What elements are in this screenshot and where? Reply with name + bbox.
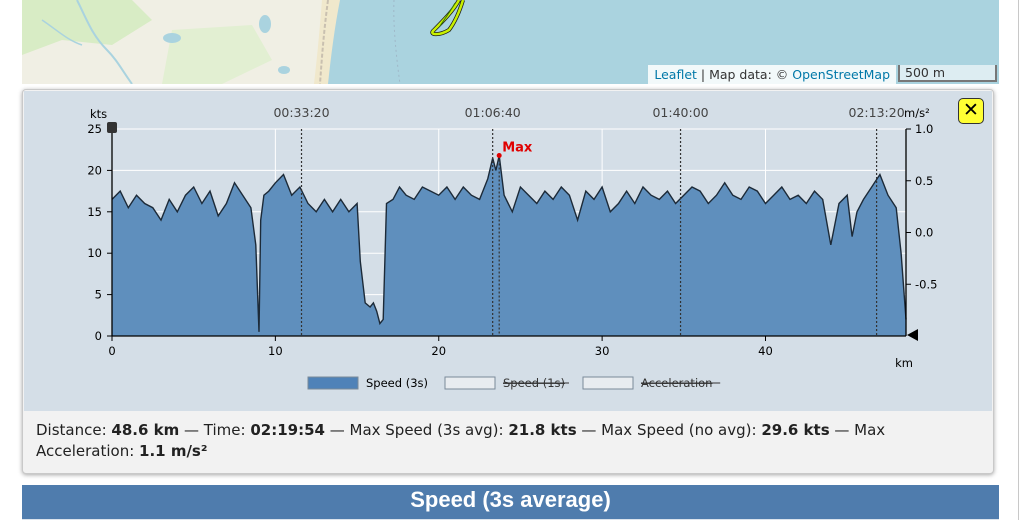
- map-pond-2: [259, 15, 271, 33]
- map-boundary: [393, 0, 401, 84]
- map-track-color: [431, 0, 465, 36]
- map-pond-3: [278, 66, 290, 74]
- max-label: Max: [502, 140, 533, 155]
- openstreetmap-link[interactable]: OpenStreetMap: [792, 67, 890, 82]
- map-road: [319, 0, 329, 84]
- speed-chart[interactable]: 00:33:20 01:06:40 01:40:00 02:13:20 Max 0 5 10 1…: [24, 91, 992, 411]
- left-axis-unit: kts: [90, 107, 107, 121]
- y2-tick-label: -0.5: [915, 277, 937, 291]
- y-tick-label: 25: [87, 122, 102, 136]
- range-handle: [107, 122, 117, 133]
- y-tick-label: 20: [87, 163, 102, 177]
- section-title: Speed (3s average): [22, 485, 999, 520]
- y2-tick-label: 0.5: [915, 174, 933, 188]
- y-tick-label: 0: [95, 329, 102, 343]
- close-button[interactable]: ✕: [958, 98, 984, 124]
- max-speed-noavg-label: — Max Speed (no avg):: [576, 421, 762, 439]
- x-tick-label: 10: [268, 344, 283, 358]
- time-value: 02:19:54: [250, 421, 325, 439]
- chart-panel: 00:33:20 01:06:40 01:40:00 02:13:20 Max 0 5 10 1…: [22, 89, 994, 474]
- map-attribution: Leaflet | Map data: © OpenStreetMap: [648, 65, 896, 84]
- x-tick-label: 30: [595, 344, 610, 358]
- distance-value: 48.6 km: [111, 421, 180, 439]
- attribution-separator: | Map data: ©: [696, 67, 793, 82]
- map-pond: [163, 33, 181, 43]
- map[interactable]: Leaflet | Map data: © OpenStreetMap 500 …: [22, 0, 999, 84]
- chart-axes: 00:33:20 01:06:40 01:40:00 02:13:20 Max 0 5 10 1…: [87, 105, 937, 370]
- chart-legend[interactable]: Speed (3s) Speed (1s) Acceleration: [307, 376, 721, 390]
- map-track-inner: [439, 2, 456, 27]
- time-tick-label: 01:06:40: [465, 105, 521, 120]
- speed-line: [111, 155, 907, 332]
- time-tick-label: 02:13:20: [849, 105, 905, 120]
- map-beach: [314, 0, 340, 84]
- chart-area: 00:33:20 01:06:40 01:40:00 02:13:20 Max 0 5 10 1…: [24, 91, 992, 411]
- map-scale: 500 m: [898, 65, 997, 82]
- scrollbar-track[interactable]: [1018, 0, 1019, 520]
- page-gutter: [1000, 0, 1028, 520]
- x-tick-label: 20: [431, 344, 446, 358]
- time-tick-label: 01:40:00: [652, 105, 708, 120]
- x-tick-label: 0: [108, 344, 115, 358]
- speed-area-fill: [112, 155, 906, 336]
- y2-tick-label: 0.0: [915, 226, 933, 240]
- y-tick-label: 10: [87, 246, 102, 260]
- track-summary: Distance: 48.6 km — Time: 02:19:54 — Max…: [36, 420, 986, 462]
- speed-area: [111, 155, 907, 336]
- y2-tick-label: 1.0: [915, 122, 933, 136]
- map-stream: [76, 0, 133, 84]
- map-park-2: [162, 25, 272, 84]
- time-label: — Time:: [179, 421, 251, 439]
- distance-label: Distance:: [36, 421, 112, 439]
- value-pointer: [907, 329, 918, 341]
- y-tick-label: 5: [95, 288, 102, 302]
- y-tick-label: 15: [87, 205, 102, 219]
- max-accel-label: — Max Acceleration:: [36, 421, 886, 460]
- x-tick-label: 40: [758, 344, 773, 358]
- x-axis-unit: km: [895, 356, 913, 370]
- map-stream-2: [41, 19, 83, 46]
- leaflet-link[interactable]: Leaflet: [654, 67, 697, 82]
- right-axis-unit: m/s²: [904, 106, 930, 120]
- max-accel-value: 1.1 m/s²: [139, 442, 208, 460]
- max-speed-noavg-value: 29.6 kts: [761, 421, 830, 439]
- max-speed-3s-value: 21.8 kts: [508, 421, 577, 439]
- legend-swatch: [444, 376, 496, 390]
- map-tiles: [22, 0, 465, 84]
- time-tick-label: 00:33:20: [273, 105, 329, 120]
- max-speed-3s-label: — Max Speed (3s avg):: [324, 421, 509, 439]
- map-park: [22, 0, 152, 55]
- legend-label: Speed (3s): [366, 376, 428, 390]
- legend-swatch: [582, 376, 634, 390]
- legend-swatch: [307, 376, 359, 390]
- max-point: [496, 152, 502, 158]
